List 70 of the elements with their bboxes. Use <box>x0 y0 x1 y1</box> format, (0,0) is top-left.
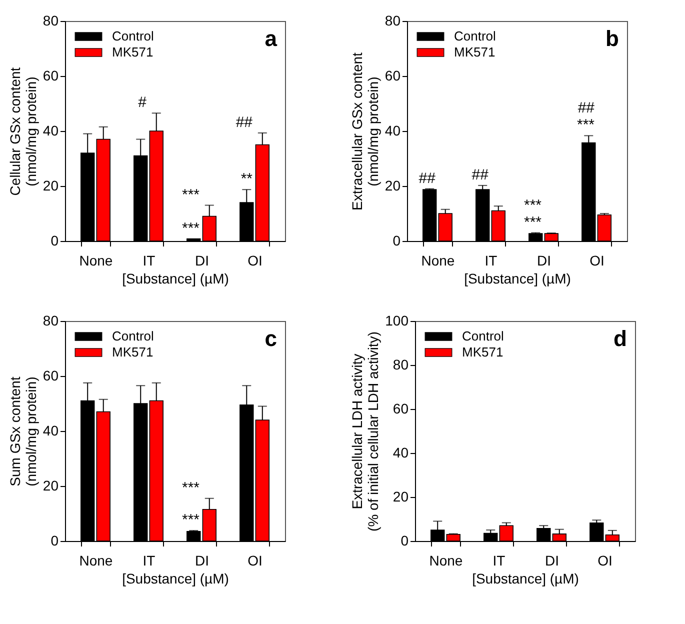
x-tick-label: DI <box>537 252 552 268</box>
x-tick-label: IT <box>142 552 156 568</box>
y-tick-label: 20 <box>42 478 59 494</box>
y-tick-label: 60 <box>392 400 409 416</box>
y-tick-label: 100 <box>385 312 409 328</box>
y-tick-label: 60 <box>42 68 59 84</box>
legend-label: Control <box>462 328 504 344</box>
y-tick-label: 40 <box>392 444 409 460</box>
legend-label: Control <box>112 328 154 344</box>
x-tick-label: IT <box>142 252 156 268</box>
y-tick-label: 20 <box>42 178 59 194</box>
y-tick-label: 0 <box>400 532 409 548</box>
y-tick-label: 80 <box>42 312 59 328</box>
annotation: ## <box>418 170 436 187</box>
annotation: a <box>264 26 278 51</box>
annotation: *** <box>182 479 200 496</box>
y-axis-title: Sum GSx content (nmol/mg protein) <box>6 376 39 486</box>
x-tick-label: IT <box>492 552 506 568</box>
x-axis-title: [Substance] (µM) <box>472 570 579 586</box>
x-tick-label: DI <box>195 552 210 568</box>
x-tick-label: None <box>421 252 455 268</box>
x-tick-label: OI <box>248 252 262 268</box>
y-tick-label: 80 <box>392 356 409 372</box>
x-tick-label: OI <box>248 552 262 568</box>
annotation: *** <box>524 196 542 214</box>
annotation: d <box>614 326 627 351</box>
y-tick-label: 0 <box>392 232 401 248</box>
x-tick-label: None <box>79 252 113 268</box>
y-tick-label: 0 <box>50 232 59 248</box>
y-tick-label: 20 <box>392 488 409 504</box>
annotation: ## <box>472 166 490 184</box>
legend-label: MK571 <box>462 344 504 360</box>
annotation: ** <box>240 170 253 188</box>
x-axis-title: [Substance] (µM) <box>122 570 229 586</box>
legend-label: Control <box>112 28 154 44</box>
legend-label: MK571 <box>454 44 496 60</box>
annotation: *** <box>182 220 200 237</box>
y-tick-label: 40 <box>42 422 59 438</box>
x-tick-label: OI <box>590 252 604 268</box>
y-tick-label: 20 <box>384 178 401 194</box>
y-axis-title: Extracellular GSx content (nmol/mg protein) <box>348 52 381 210</box>
y-axis-title: Cellular GSx content (nmol/mg protein) <box>6 67 39 196</box>
y-tick-label: 40 <box>42 122 59 138</box>
y-tick-label: 0 <box>50 532 59 548</box>
annotation: c <box>264 326 277 351</box>
annotation: b <box>606 26 619 51</box>
annotation: # <box>138 94 148 112</box>
annotation: *** <box>577 116 595 134</box>
x-axis-title: [Substance] (µM) <box>122 270 229 286</box>
x-tick-label: DI <box>195 252 210 268</box>
annotation: ## <box>236 114 254 131</box>
annotation: *** <box>524 214 542 232</box>
y-tick-label: 40 <box>384 122 401 138</box>
y-tick-label: 80 <box>384 12 401 28</box>
annotation: *** <box>182 512 200 529</box>
y-axis-title: Extracellular LDH activity (% of initial cellular LDH activity) <box>349 332 382 532</box>
x-tick-label: IT <box>484 252 498 268</box>
annotation: ## <box>578 100 596 117</box>
legend-label: MK571 <box>112 344 154 360</box>
legend-label: MK571 <box>112 44 154 60</box>
x-axis-title: [Substance] (µM) <box>464 270 571 286</box>
legend-label: Control <box>454 28 496 44</box>
annotation: *** <box>182 186 200 204</box>
x-tick-label: DI <box>545 552 560 568</box>
x-tick-label: OI <box>598 552 612 568</box>
y-tick-label: 60 <box>384 68 401 84</box>
y-tick-label: 60 <box>42 368 59 384</box>
y-tick-label: 80 <box>42 12 59 28</box>
x-tick-label: None <box>429 552 463 568</box>
x-tick-label: None <box>79 552 113 568</box>
